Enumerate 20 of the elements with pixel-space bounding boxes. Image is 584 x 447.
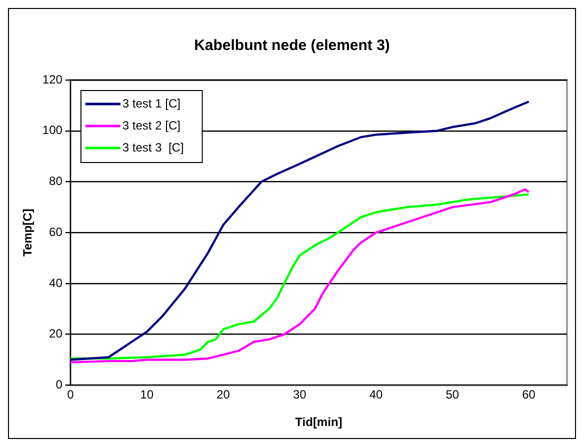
x-tick-label: 40 — [369, 388, 383, 402]
x-tick-label: 20 — [216, 388, 230, 402]
legend-label: 3 test 3 [C] — [122, 140, 184, 154]
chart-title: Kabelbunt nede (element 3) — [194, 37, 390, 54]
y-tick-label: 0 — [56, 378, 63, 392]
y-tick-label: 120 — [42, 72, 63, 86]
x-tick-label: 60 — [522, 388, 536, 402]
y-tick-label: 80 — [49, 174, 63, 188]
legend-label: 3 test 2 [C] — [122, 118, 180, 132]
x-tick-label: 10 — [140, 388, 154, 402]
legend-label: 3 test 1 [C] — [122, 96, 180, 110]
y-axis-title: Temp[C] — [20, 208, 35, 256]
y-tick-label: 20 — [49, 326, 63, 341]
y-tick-label: 100 — [42, 123, 63, 138]
x-tick-label: 50 — [446, 388, 460, 402]
x-tick-label: 30 — [292, 388, 307, 402]
y-tick-label: 60 — [49, 224, 63, 239]
x-axis-title: Tid[min] — [295, 415, 342, 430]
y-tick-label: 40 — [49, 276, 63, 290]
x-tick-label: 0 — [67, 388, 74, 402]
